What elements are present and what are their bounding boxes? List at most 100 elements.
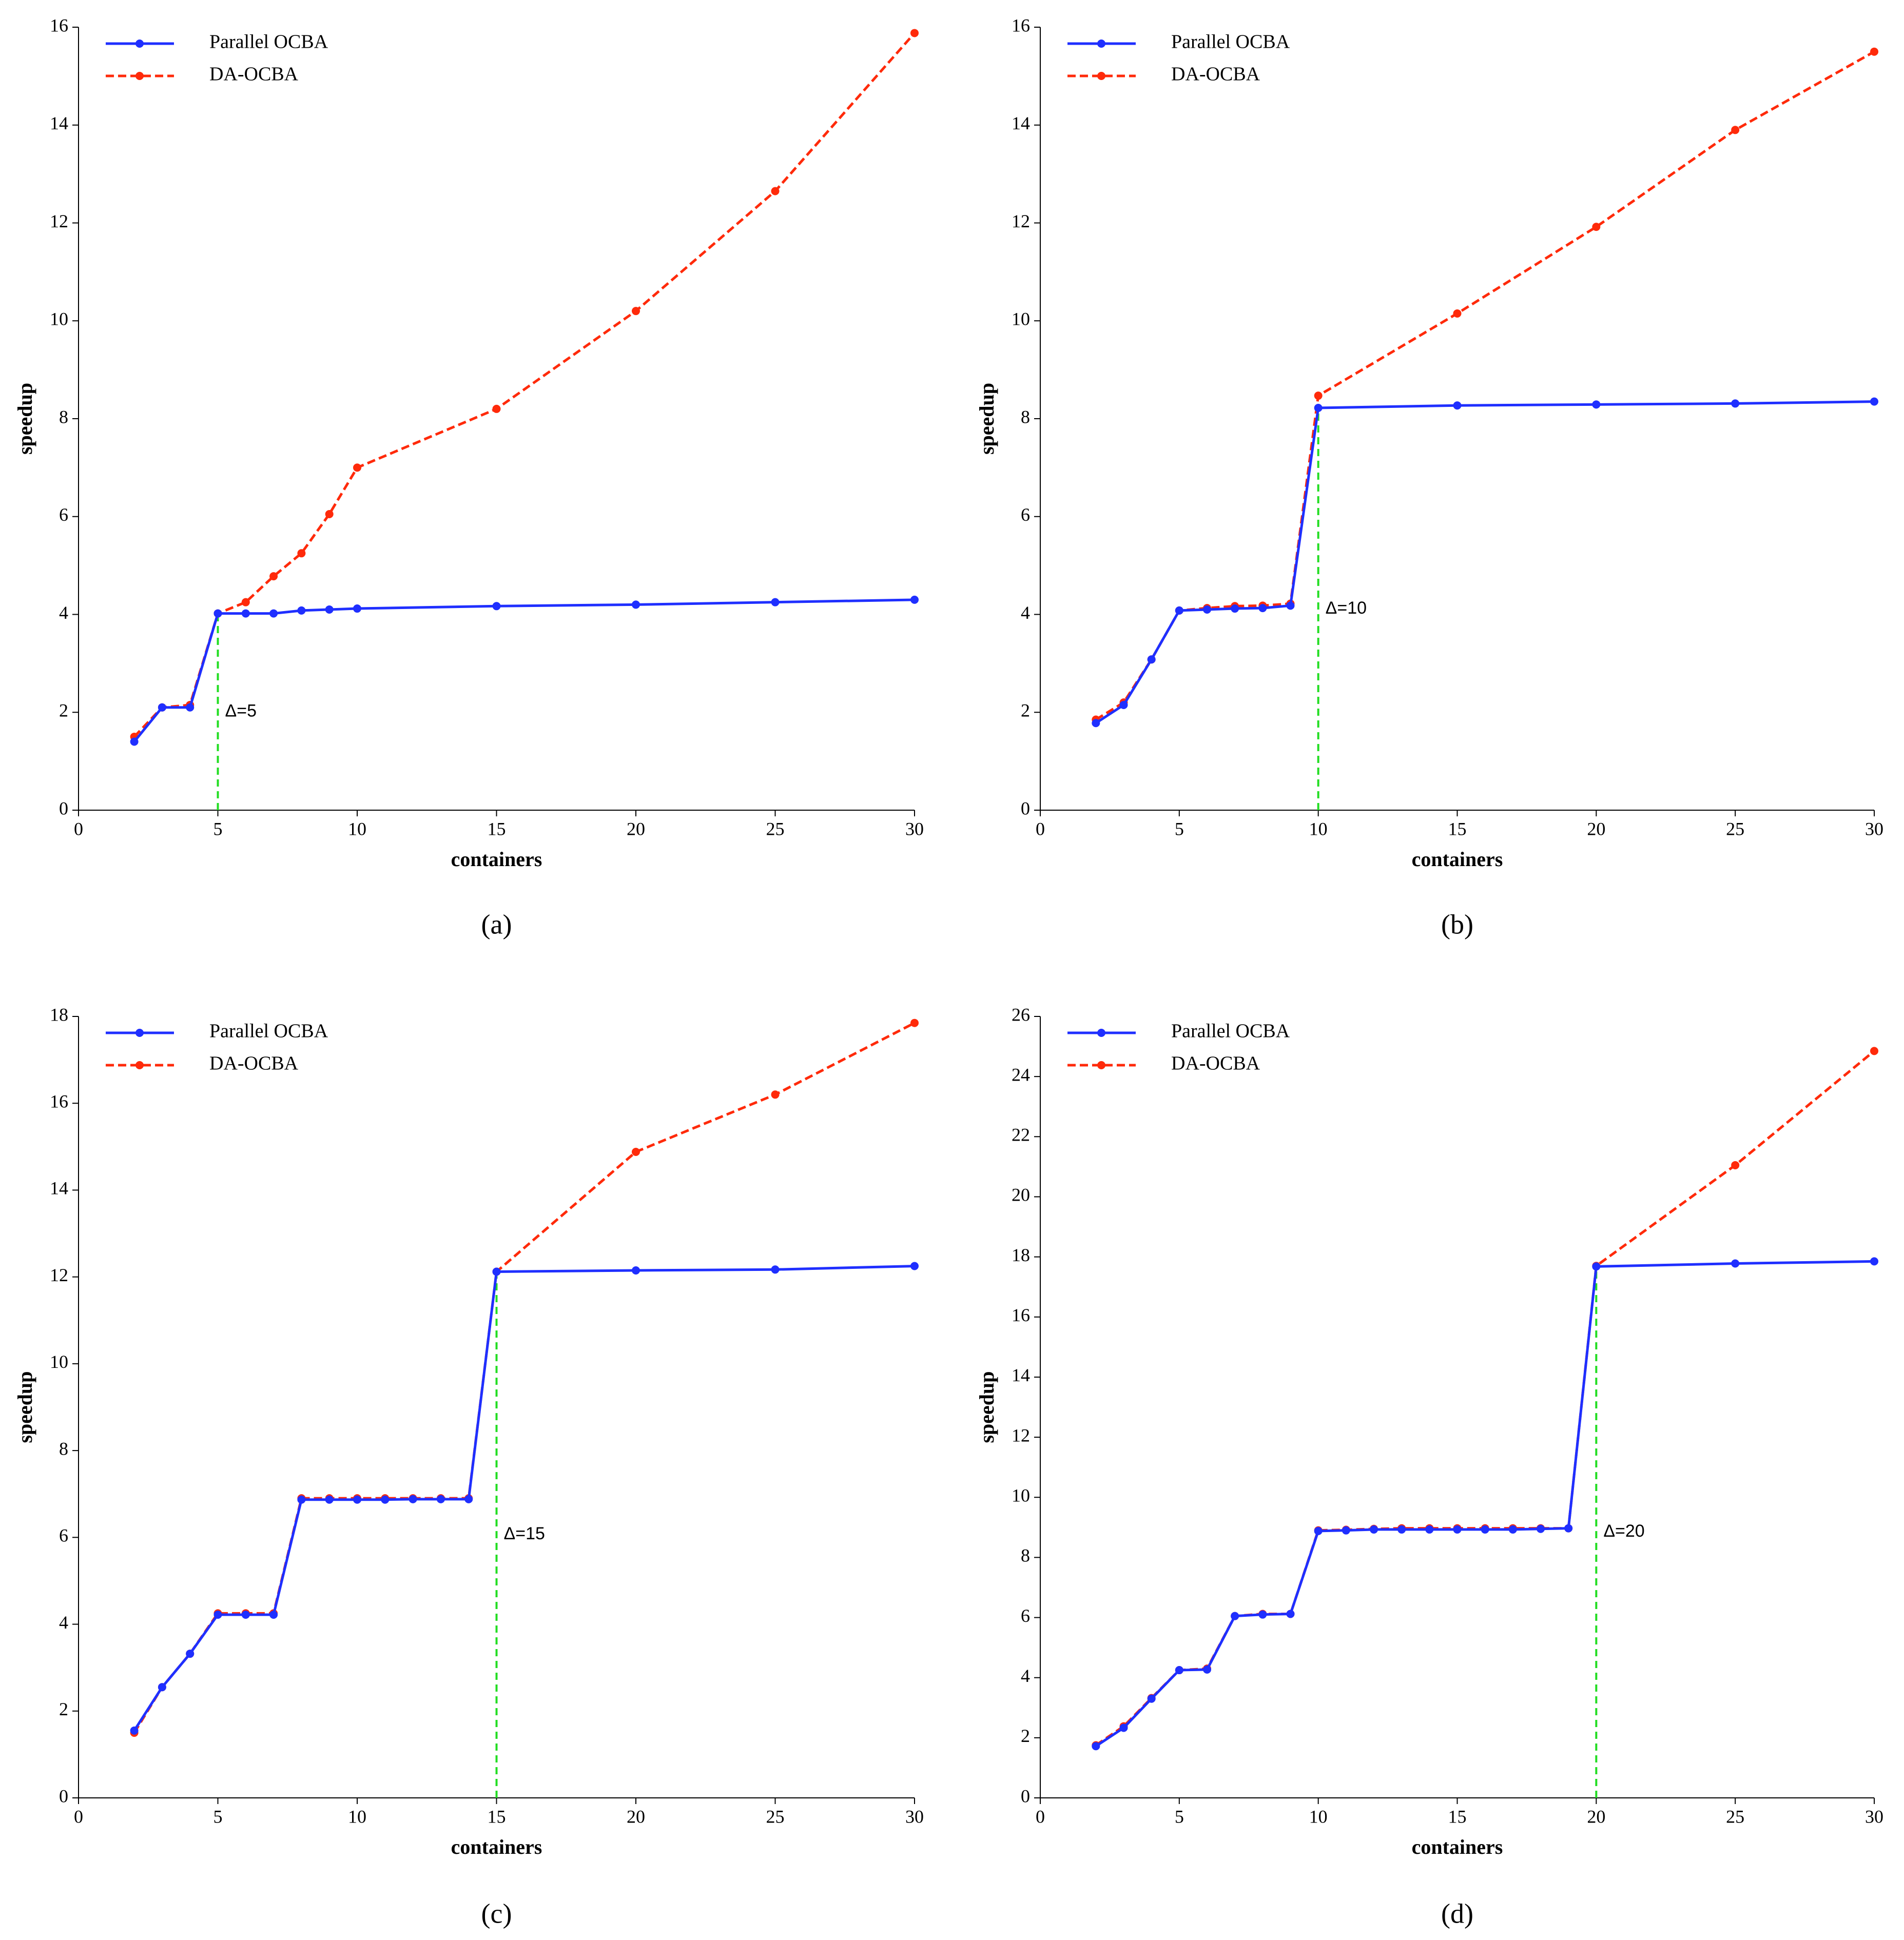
y-tick-label: 10 [1012,1485,1030,1505]
marker [1231,604,1239,613]
legend-marker [135,40,144,48]
marker [1425,1525,1434,1534]
y-axis-title: speedup [975,383,998,455]
y-tick-label: 12 [1012,1425,1030,1445]
y-tick-label: 16 [50,1091,68,1111]
y-axis-title: speedup [975,1371,998,1443]
x-tick-label: 25 [766,818,785,839]
subplot: 0 5 10 15 20 25 3002468101214161820222426conta… [975,1004,1883,1929]
legend-marker [135,1061,144,1069]
y-tick-label: 8 [1021,406,1030,427]
marker [241,598,250,606]
legend-label: DA-OCBA [209,64,299,85]
marker [436,1495,445,1503]
marker [1092,719,1100,728]
marker [1453,401,1462,410]
y-tick-label: 2 [1021,1726,1030,1746]
x-tick-label: 25 [766,1806,785,1827]
x-tick-label: 15 [488,1806,506,1827]
legend-label: Parallel OCBA [1171,31,1290,53]
y-tick-label: 6 [1021,504,1030,525]
series-line [1095,1260,1875,1748]
marker [771,187,780,195]
marker [213,1610,222,1619]
marker [910,595,919,604]
y-tick-label: 10 [1012,309,1030,329]
marker [1592,400,1601,409]
marker [130,737,139,746]
caption: (c) [481,1898,512,1929]
x-tick-label: 10 [348,1806,366,1827]
legend-label: Parallel OCBA [209,31,328,53]
marker [269,572,278,581]
marker [325,605,334,614]
y-tick-label: 6 [59,1525,68,1546]
marker [1175,606,1183,615]
y-tick-label: 14 [1012,1365,1030,1385]
y-tick-label: 14 [50,113,68,133]
legend-label: DA-OCBA [1171,64,1260,85]
marker [771,1265,780,1274]
marker [1258,604,1267,613]
y-tick-label: 0 [1021,1786,1030,1806]
marker [1870,1257,1878,1266]
marker [1175,1666,1183,1675]
x-tick-label: 20 [1587,1806,1605,1827]
marker [1731,1161,1740,1169]
marker [1119,1723,1128,1732]
x-tick-label: 0 [74,818,83,839]
x-tick-label: 5 [213,818,223,839]
marker [492,404,501,413]
subplot: 0 5 10 15 20 25 30 0 2 4 6 8 10 12 14 16 18 containers spe… [13,1004,924,1929]
legend-label: Parallel OCBA [209,1021,328,1042]
caption: (a) [481,909,512,939]
series-line [1095,400,1875,724]
legend-marker [1097,40,1105,48]
legend-marker [135,72,144,80]
marker [269,1610,278,1619]
marker [492,602,501,611]
y-tick-label: 12 [1012,211,1030,231]
subplot: 0 5 10 15 20 25 30 0 2 4 6 8 10 12 14 16 containers speed… [975,15,1883,939]
y-tick-label: 6 [1021,1605,1030,1626]
y-tick-label: 4 [1021,1665,1030,1686]
y-tick-label: 0 [1021,798,1030,818]
marker [269,609,278,618]
marker [1481,1525,1489,1534]
y-tick-label: 0 [59,798,68,818]
legend-marker [1097,1061,1105,1069]
x-axis-title: containers [451,1835,542,1858]
y-tick-label: 22 [1012,1125,1030,1145]
marker [632,1147,640,1156]
marker [1314,404,1323,413]
x-tick-label: 30 [1865,818,1883,839]
y-tick-label: 20 [1012,1185,1030,1205]
marker [186,1650,195,1658]
x-tick-label: 0 [74,1806,83,1827]
marker [297,549,306,558]
marker [1537,1524,1545,1533]
x-tick-label: 15 [1448,1806,1467,1827]
marker [1453,1525,1462,1534]
marker [1231,1612,1239,1620]
x-axis-title: containers [1412,1835,1503,1858]
y-tick-label: 26 [1012,1004,1030,1025]
y-tick-label: 0 [59,1786,68,1806]
marker [1203,1665,1211,1674]
x-tick-label: 25 [1726,1806,1744,1827]
y-tick-label: 12 [50,1265,68,1285]
marker [213,609,222,618]
marker [632,307,640,316]
y-tick-label: 18 [1012,1245,1030,1265]
x-tick-label: 5 [213,1806,223,1827]
marker [297,1495,306,1504]
y-tick-label: 16 [50,15,68,35]
series-line [133,1022,916,1734]
marker [297,606,306,615]
marker [1731,1259,1740,1268]
marker [1870,47,1878,56]
legend-label: Parallel OCBA [1171,1021,1290,1042]
marker [1370,1525,1378,1534]
